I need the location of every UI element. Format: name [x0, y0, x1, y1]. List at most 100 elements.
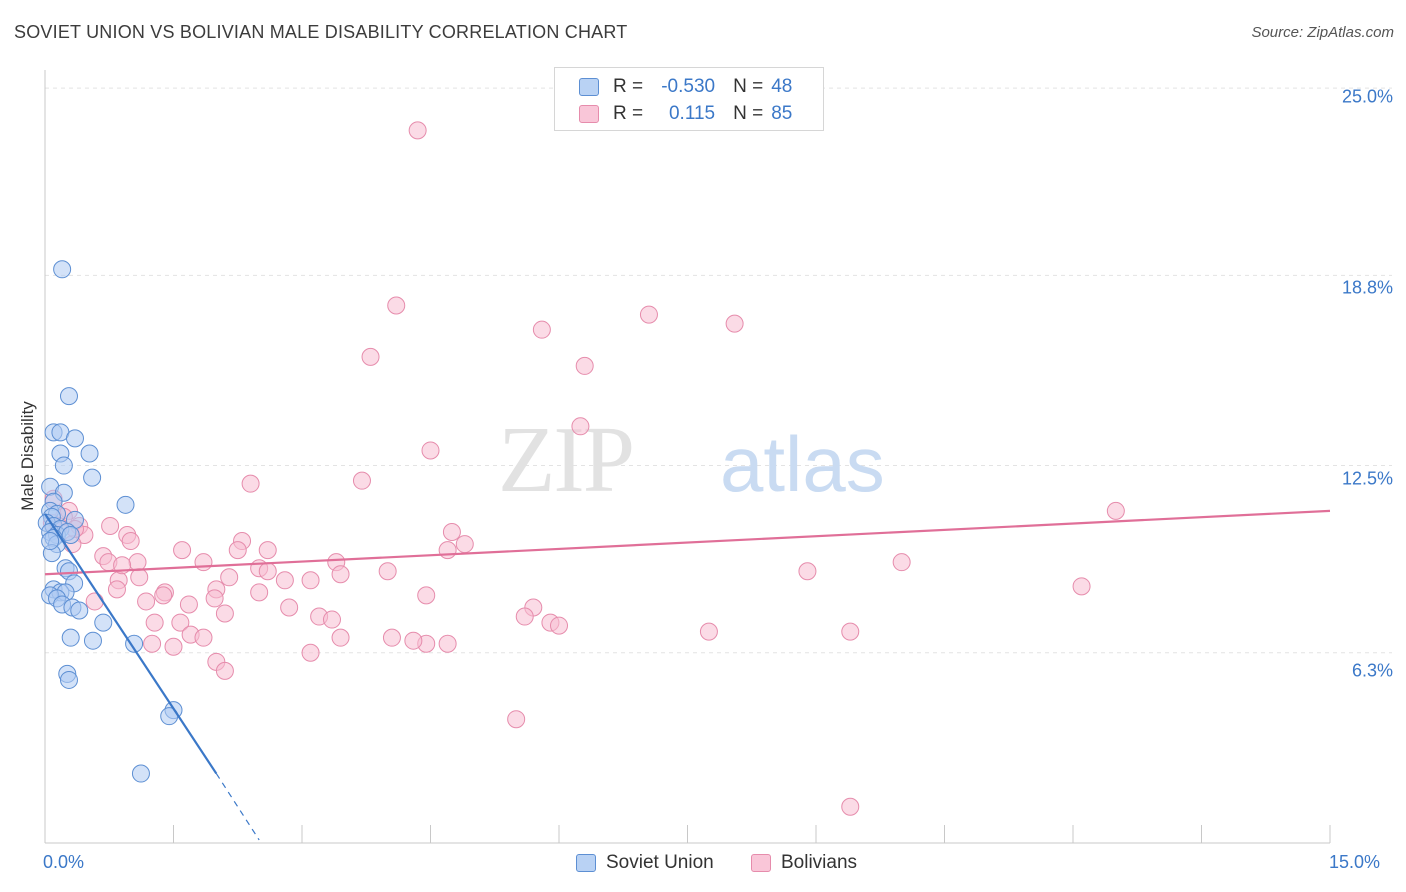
- bolivians-point: [275, 571, 294, 590]
- legend-r-label: R =: [613, 103, 644, 124]
- soviet-union-point: [61, 526, 80, 545]
- soviet-union-trend-extension: [215, 773, 260, 841]
- bolivians-point: [725, 314, 744, 333]
- bolivians-point: [179, 595, 198, 614]
- bolivians-point: [417, 586, 436, 605]
- bolivians-point: [571, 417, 590, 436]
- watermark-atlas: atlas: [720, 420, 885, 508]
- soviet-union-trend-line: [44, 513, 218, 775]
- soviet-union-point: [83, 468, 102, 487]
- legend-swatch-blue: [579, 78, 599, 96]
- bolivians-point: [107, 580, 126, 599]
- bolivians-point: [194, 553, 213, 572]
- bolivians-point: [258, 541, 277, 560]
- bolivians-points: [42, 121, 1125, 816]
- source-label: Source: ZipAtlas.com: [1251, 24, 1394, 41]
- legend-r-label: R =: [613, 76, 644, 97]
- bolivians-point: [532, 320, 551, 339]
- bolivians-point: [143, 634, 162, 653]
- y-tick-label: 12.5%: [1341, 468, 1393, 489]
- y-axis-title: Male Disability: [18, 401, 37, 511]
- soviet-union-point: [116, 495, 135, 514]
- soviet-union-point: [125, 634, 144, 653]
- bolivians-point: [205, 589, 224, 608]
- soviet-union-point: [41, 532, 60, 551]
- soviet-union-point: [83, 631, 102, 650]
- bolivians-point: [145, 613, 164, 632]
- bolivians-point: [85, 592, 104, 611]
- soviet-union-point: [70, 601, 89, 620]
- bolivians-point: [301, 643, 320, 662]
- watermark-zip: ZIP: [498, 408, 633, 512]
- legend-swatch-blue: [576, 854, 596, 872]
- legend-label: Soviet Union: [606, 852, 714, 873]
- axes: [44, 70, 1331, 844]
- soviet-union-point: [59, 670, 78, 689]
- bolivians-point: [841, 622, 860, 641]
- bolivians-point: [438, 634, 457, 653]
- bolivians-point: [301, 571, 320, 590]
- bolivians-point: [228, 541, 247, 560]
- bolivians-point: [322, 610, 341, 629]
- bolivians-point: [455, 535, 474, 554]
- bolivians-point: [194, 628, 213, 647]
- bolivians-point: [1106, 501, 1125, 520]
- bolivians-point: [892, 553, 911, 572]
- bolivians-point: [280, 598, 299, 617]
- bolivians-point: [331, 628, 350, 647]
- bolivians-point: [699, 622, 718, 641]
- x-tick-label-max: 15.0%: [1329, 852, 1381, 872]
- bolivians-point: [387, 296, 406, 315]
- bolivians-point: [550, 616, 568, 635]
- bolivians-point: [101, 516, 120, 535]
- soviet-union-point: [59, 387, 78, 406]
- bolivians-point: [515, 607, 534, 626]
- bolivians-point: [352, 471, 371, 490]
- bolivians-point: [220, 568, 239, 587]
- soviet-union-points: [37, 260, 183, 783]
- y-tick-label: 6.3%: [1351, 660, 1393, 681]
- bolivians-point: [154, 586, 173, 605]
- bolivians-point: [421, 441, 440, 460]
- bolivians-point: [841, 797, 860, 816]
- bolivians-point: [241, 474, 260, 493]
- bolivians-trend-line: [44, 509, 1331, 576]
- bolivians-point: [215, 604, 234, 623]
- bolivians-point: [258, 562, 277, 581]
- bolivians-point: [442, 522, 461, 541]
- bolivians-point: [130, 568, 149, 587]
- stats-legend: R = -0.530 N = 48 R = 0.115 N = 85: [554, 67, 824, 131]
- legend-n-label: N =: [733, 103, 764, 124]
- watermark: ZIP atlas: [498, 408, 885, 512]
- legend-row-soviet-union: R = -0.530 N = 48: [579, 75, 792, 99]
- soviet-union-point: [61, 628, 80, 647]
- bolivians-point: [507, 710, 526, 729]
- x-tick-label-min: 0.0%: [43, 852, 85, 872]
- y-tick-label: 18.8%: [1341, 277, 1393, 298]
- bolivians-point: [137, 592, 156, 611]
- bolivians-point: [404, 631, 423, 650]
- bolivians-point: [171, 613, 190, 632]
- legend-label: Bolivians: [781, 852, 858, 873]
- soviet-union-point: [54, 456, 73, 475]
- bolivians-point: [382, 628, 401, 647]
- bolivians-point: [408, 121, 427, 140]
- y-tick-label: 25.0%: [1341, 86, 1393, 107]
- legend-item-bolivians[interactable]: Bolivians: [751, 852, 857, 874]
- legend-item-soviet-union[interactable]: Soviet Union: [576, 852, 714, 874]
- soviet-union-point: [80, 444, 99, 463]
- bolivians-point: [250, 583, 269, 602]
- bolivians-point: [378, 562, 397, 581]
- legend-r-value: 0.115: [668, 103, 716, 124]
- bolivians-point: [1072, 577, 1091, 596]
- series-legend: Soviet Union Bolivians: [0, 852, 1406, 878]
- bolivians-point: [215, 661, 234, 680]
- legend-r-value: -0.530: [661, 76, 716, 97]
- bolivians-point: [331, 565, 350, 584]
- bolivians-point: [798, 562, 817, 581]
- legend-swatch-pink: [751, 854, 771, 872]
- legend-row-bolivians: R = 0.115 N = 85: [579, 102, 792, 126]
- legend-n-value: 48: [771, 76, 793, 97]
- soviet-union-point: [94, 613, 113, 632]
